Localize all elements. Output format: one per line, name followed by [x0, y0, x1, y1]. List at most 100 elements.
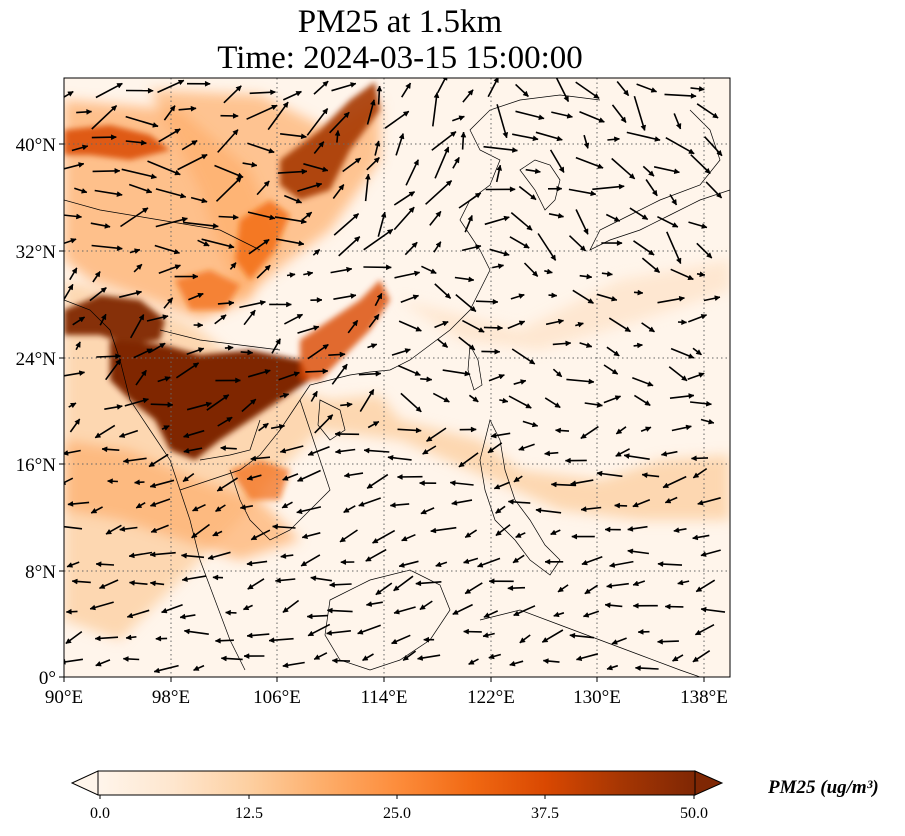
wind-arrow-head — [641, 472, 648, 479]
wind-arrow-head — [531, 421, 539, 428]
wind-arrow-shaft — [274, 216, 307, 223]
wind-arrow-head — [322, 80, 329, 87]
wind-arrow-head — [179, 613, 186, 620]
wind-arrow-head — [470, 305, 477, 312]
wind-arrow-head — [322, 166, 329, 173]
wind-arrow-head — [325, 630, 332, 636]
wind-arrow-head — [648, 249, 655, 256]
wind-arrow-head — [518, 293, 525, 299]
wind-arrow-head — [487, 447, 495, 454]
wind-arrow-head — [528, 358, 536, 365]
wind-arrow-head — [183, 628, 190, 635]
wind-arrow-head — [306, 613, 313, 620]
wind-arrow-head — [522, 90, 529, 97]
wind-arrow-head — [534, 168, 541, 174]
wind-arrow-head — [673, 168, 681, 175]
wind-arrow-head — [190, 105, 197, 112]
wind-arrow-head — [363, 447, 370, 454]
wind-arrow-head — [495, 530, 502, 536]
wind-arrow-head — [169, 105, 176, 112]
wind-arrow-head — [613, 216, 621, 222]
wind-arrow-head — [604, 602, 611, 609]
wind-arrow-head — [580, 506, 587, 512]
wind-arrow-head — [318, 141, 325, 148]
wind-arrow-head — [556, 135, 563, 142]
lon-tick-label: 106°E — [253, 687, 301, 708]
wind-arrow-head — [135, 502, 143, 509]
wind-arrow-head — [493, 78, 499, 84]
wind-arrow-head — [246, 560, 253, 567]
wind-arrow-head — [64, 658, 66, 665]
wind-arrow-head — [700, 551, 707, 557]
wind-arrow-head — [442, 78, 448, 81]
wind-arrow-head — [618, 183, 625, 190]
wind-arrow-head — [78, 316, 86, 323]
wind-arrow-head — [544, 450, 551, 457]
wind-arrow-head — [116, 191, 123, 197]
wind-arrow-head — [632, 501, 639, 508]
wind-arrow-head — [614, 136, 621, 143]
wind-arrow-head — [611, 639, 618, 645]
wind-arrow-head — [692, 534, 699, 541]
wind-arrow-head — [201, 154, 208, 160]
wind-arrow-head — [700, 606, 707, 613]
wind-arrow-head — [422, 448, 429, 455]
wind-arrow-head — [651, 189, 658, 197]
wind-arrow-head — [251, 161, 258, 168]
wind-arrow-head — [230, 262, 237, 269]
wind-arrow-head — [586, 273, 593, 280]
wind-arrow-head — [350, 82, 357, 88]
wind-arrow-head — [150, 527, 158, 533]
wind-arrow-head — [301, 168, 308, 175]
wind-arrow-head — [149, 580, 156, 587]
wind-arrow-head — [341, 363, 348, 371]
wind-arrow-head — [415, 326, 422, 332]
wind-arrow-head — [513, 476, 520, 483]
wind-arrow-head — [647, 381, 654, 387]
wind-arrow-head — [435, 241, 442, 248]
wind-arrow-head — [634, 665, 641, 672]
wind-arrow-head — [106, 478, 113, 485]
wind-arrow-head — [672, 655, 679, 662]
wind-arrow-head — [313, 654, 321, 660]
wind-arrow-head — [520, 379, 527, 385]
wind-arrow-shaft — [155, 217, 188, 228]
wind-arrow-head — [538, 114, 545, 121]
wind-arrow-head — [346, 401, 353, 408]
colorbar-tick-label: 25.0 — [383, 805, 411, 822]
wind-arrow-head — [119, 526, 126, 532]
wind-arrow-head — [136, 263, 143, 271]
wind-arrow-head — [587, 298, 594, 304]
wind-arrow-head — [498, 374, 505, 380]
wind-arrow-head — [475, 244, 482, 250]
tick-marks — [59, 143, 705, 682]
wind-arrow-head — [541, 637, 549, 643]
wind-arrow-shaft — [333, 212, 360, 236]
wind-arrow-head — [301, 533, 309, 540]
wind-arrow-head — [544, 558, 551, 565]
wind-arrow-head — [464, 532, 472, 538]
wind-arrow-head — [326, 607, 333, 614]
wind-arrow-head — [496, 164, 503, 171]
wind-arrow-head — [274, 577, 281, 584]
wind-arrow-head — [583, 228, 589, 235]
wind-arrow-head — [678, 295, 686, 302]
wind-arrow-head — [250, 455, 257, 462]
wind-arrow-head — [398, 562, 405, 568]
wind-arrow-head — [468, 344, 476, 351]
wind-arrow-head — [502, 397, 509, 404]
wind-arrow-head — [370, 343, 378, 349]
wind-arrow-head — [604, 526, 611, 533]
wind-arrow-head — [451, 499, 458, 506]
wind-arrow-head — [78, 370, 86, 377]
wind-arrow-head — [582, 612, 590, 618]
wind-arrow-head — [554, 427, 561, 434]
wind-arrow-head — [426, 376, 433, 383]
wind-arrow-head — [228, 243, 235, 249]
wind-arrow-head — [212, 574, 219, 581]
wind-arrow-head — [550, 529, 557, 535]
wind-arrow-head — [512, 147, 519, 153]
wind-arrow-head — [296, 314, 304, 320]
wind-arrow-head — [393, 608, 400, 615]
wind-arrow-head — [250, 534, 258, 540]
